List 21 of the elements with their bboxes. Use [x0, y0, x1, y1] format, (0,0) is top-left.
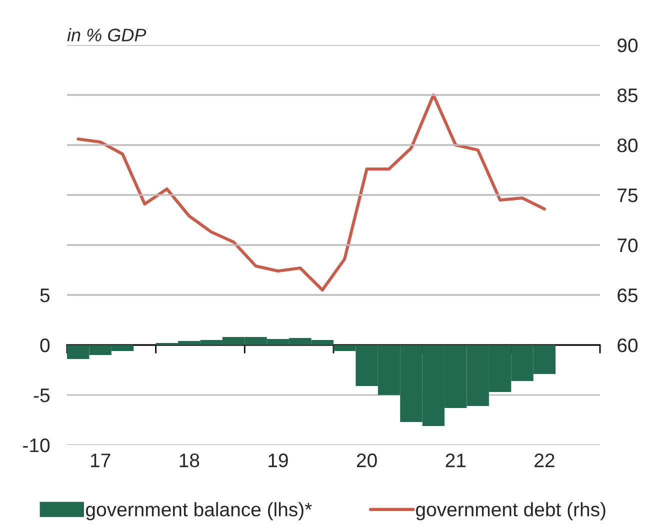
y2-tick-label: 70: [618, 238, 638, 252]
x-tick-label: 17: [90, 454, 110, 468]
y2-tick-label: 80: [618, 138, 638, 152]
legend-label: government debt (rhs): [416, 502, 606, 520]
y-tick-label: -10: [23, 438, 50, 452]
y2-tick-label: 90: [618, 38, 638, 52]
y-axis-title: in % GDP: [67, 28, 146, 42]
y2-tick-label: 65: [618, 288, 638, 302]
y-tick-label: -5: [34, 388, 50, 402]
x-tick-label: 18: [180, 454, 200, 468]
x-tick-label: 20: [356, 454, 377, 468]
line-series: [76, 93, 546, 292]
x-tick-label: 22: [534, 454, 554, 468]
y2-tick-label: 75: [618, 188, 638, 202]
y2-tick-label: 85: [618, 88, 638, 102]
y2-tick-label: 60: [618, 338, 638, 352]
x-tick-label: 19: [268, 454, 288, 468]
x-tick-label: 21: [446, 454, 466, 468]
legend-label: government balance (lhs)*: [86, 502, 312, 520]
y-tick-label: 5: [40, 288, 50, 302]
y-tick-label: 0: [40, 338, 50, 352]
